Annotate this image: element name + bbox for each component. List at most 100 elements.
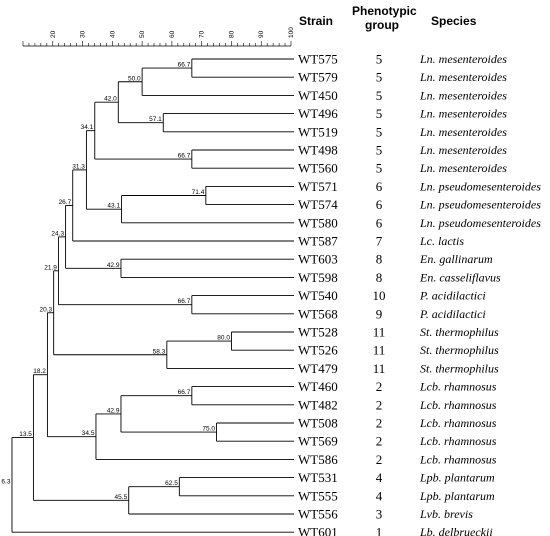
phenotypic-group-value: 11 — [373, 325, 386, 340]
phenotypic-group-value: 5 — [376, 70, 383, 85]
phenotypic-group-value: 2 — [376, 416, 383, 431]
strain-column-header: Strain — [299, 14, 334, 28]
node-similarity-label: 66.7 — [178, 389, 191, 396]
species-label: Lvb. brevis — [419, 507, 473, 521]
species-label: Ln. mesenteroides — [419, 52, 507, 66]
strain-label: WT575 — [298, 52, 338, 67]
scale-tick-label: 20 — [50, 30, 57, 38]
species-label: St. thermophilus — [420, 343, 499, 357]
strain-label: WT540 — [298, 288, 338, 303]
species-label: Ln. mesenteroides — [419, 107, 507, 121]
species-label: Ln. mesenteroides — [419, 161, 507, 175]
strain-label: WT560 — [298, 161, 338, 176]
phenotypic-group-value: 4 — [376, 470, 383, 485]
species-label: Ln. pseudomesenteroides — [419, 216, 541, 230]
strain-label: WT450 — [298, 88, 338, 103]
node-similarity-label: 75.0 — [202, 426, 215, 433]
node-similarity-label: 18.2 — [33, 368, 46, 375]
species-label: Lpb. plantarum — [419, 471, 495, 485]
strain-label: WT603 — [298, 252, 338, 267]
node-similarity-label: 43.1 — [107, 203, 120, 210]
scale-tick-label: 100 — [288, 27, 295, 38]
phenotypic-group-value: 1 — [376, 525, 383, 536]
node-similarity-label: 26.7 — [59, 199, 72, 206]
node-similarity-label: 24.3 — [51, 230, 64, 237]
species-label: Ln. pseudomesenteroides — [419, 198, 541, 212]
phenotypic-group-value: 6 — [376, 197, 383, 212]
phenotypic-group-value: 9 — [376, 306, 383, 321]
strain-label: WT498 — [298, 143, 338, 158]
strain-label: WT460 — [298, 379, 338, 394]
strain-label: WT519 — [298, 124, 338, 139]
node-similarity-label: 66.7 — [178, 153, 191, 160]
strain-label: WT479 — [298, 361, 338, 376]
strain-label: WT531 — [298, 470, 338, 485]
scale-tick-label: 90 — [258, 30, 265, 38]
species-label: Ln. mesenteroides — [419, 125, 507, 139]
strain-label: WT568 — [298, 306, 338, 321]
node-similarity-label: 13.5 — [19, 431, 32, 438]
node-similarity-label: 42.9 — [107, 262, 120, 269]
phenotypic-group-value: 3 — [376, 507, 383, 522]
scale-tick-label: 80 — [228, 30, 235, 38]
phenotypic-group-value: 6 — [376, 179, 383, 194]
node-similarity-label: 80.0 — [217, 335, 230, 342]
phenotypic-group-value: 10 — [373, 288, 386, 303]
node-similarity-label: 42.0 — [104, 96, 117, 103]
strain-label: WT528 — [298, 325, 338, 340]
species-label: En. casseliflavus — [419, 270, 501, 284]
species-label: Lcb. rhamnosus — [419, 398, 497, 412]
node-similarity-label: 66.7 — [178, 62, 191, 69]
species-label: Lcb. rhamnosus — [419, 452, 497, 466]
node-similarity-label: 57.1 — [149, 116, 162, 123]
species-column-header: Species — [431, 14, 477, 28]
species-label: Lpb. plantarum — [419, 489, 495, 503]
node-similarity-label: 34.5 — [82, 430, 95, 437]
strain-label: WT508 — [298, 416, 338, 431]
species-label: En. gallinarum — [419, 252, 493, 266]
scale-tick-label: 40 — [109, 30, 116, 38]
phenotypic-group-value: 2 — [376, 379, 383, 394]
species-label: Lc. lactis — [419, 234, 464, 248]
node-similarity-label: 20.3 — [40, 306, 53, 313]
strain-label: WT556 — [298, 507, 338, 522]
species-label: Lb. delbrueckii — [419, 525, 493, 536]
phenotypic-group-value: 6 — [376, 215, 383, 230]
species-label: Lcb. rhamnosus — [419, 380, 497, 394]
phenotypic-group-value: 5 — [376, 143, 383, 158]
species-label: St. thermophilus — [420, 361, 499, 375]
phenotypic-group-header-line1: Phenotypic — [352, 4, 417, 18]
node-similarity-label: 42.9 — [107, 407, 120, 414]
scale-tick-label: 60 — [169, 30, 176, 38]
node-similarity-label: 66.7 — [178, 298, 191, 305]
phenotypic-group-value: 2 — [376, 452, 383, 467]
species-label: Lcb. rhamnosus — [419, 434, 497, 448]
strain-label: WT555 — [298, 488, 338, 503]
node-similarity-label: 71.4 — [192, 189, 205, 196]
phenotypic-group-value: 11 — [373, 343, 386, 358]
phenotypic-group-value: 11 — [373, 361, 386, 376]
phenotypic-group-header-line2: group — [365, 18, 399, 32]
node-similarity-label: 50.0 — [128, 75, 141, 82]
phenotypic-group-value: 5 — [376, 161, 383, 176]
phenotypic-group-value: 5 — [376, 106, 383, 121]
node-similarity-label: 58.3 — [153, 348, 166, 355]
node-similarity-label: 31.3 — [72, 163, 85, 170]
node-similarity-label: 45.5 — [115, 494, 128, 501]
phenotypic-group-value: 8 — [376, 252, 383, 267]
phenotypic-group-value: 4 — [376, 488, 383, 503]
phenotypic-group-value: 2 — [376, 397, 383, 412]
strain-label: WT587 — [298, 234, 338, 249]
strain-label: WT496 — [298, 106, 338, 121]
strain-label: WT571 — [298, 179, 338, 194]
species-label: St. thermophilus — [420, 325, 499, 339]
node-similarity-label: 6.3 — [1, 478, 10, 485]
phenotypic-group-value: 5 — [376, 88, 383, 103]
phenotypic-group-value: 5 — [376, 124, 383, 139]
phenotypic-group-value: 2 — [376, 434, 383, 449]
species-label: Lcb. rhamnosus — [419, 416, 497, 430]
node-similarity-label: 21.9 — [44, 264, 57, 271]
strain-label: WT574 — [298, 197, 338, 212]
scale-tick-label: 30 — [80, 30, 87, 38]
